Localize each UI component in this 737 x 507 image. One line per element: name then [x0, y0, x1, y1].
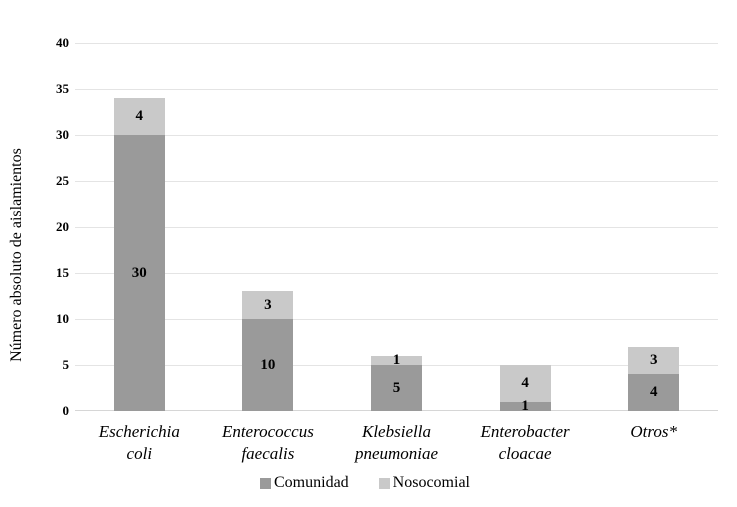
- y-tick-label: 25: [56, 173, 69, 188]
- legend-item-nosocomial: Nosocomial: [378, 474, 470, 492]
- category-label-line: Enterobacter: [480, 422, 570, 441]
- plot-area: 30 4 10 3 5 1 1 4 4 3: [75, 42, 718, 414]
- bar-segment-comunidad: 10: [242, 319, 294, 411]
- category-label-line: cloacae: [498, 444, 552, 463]
- y-tick-label: 0: [62, 403, 70, 418]
- segment-value-label: 4: [649, 384, 658, 401]
- bar-segment-comunidad: 1: [499, 397, 551, 414]
- category-label: Klebsiella pneumoniae: [332, 421, 461, 465]
- bar-segment-nosocomial: 1: [371, 351, 422, 368]
- legend-item-comunidad: Comunidad: [260, 474, 349, 492]
- y-tick-label: 15: [56, 265, 69, 280]
- segment-value-label: 3: [649, 351, 658, 368]
- segment-value-label: 30: [131, 264, 147, 281]
- y-tick-label: 40: [56, 35, 69, 50]
- segment-value-label: 10: [260, 356, 276, 373]
- segment-value-label: 4: [521, 374, 529, 391]
- bar-segment-nosocomial: 3: [628, 346, 680, 375]
- legend-swatch: [260, 477, 271, 489]
- legend-label: Comunidad: [274, 474, 349, 491]
- category-label-line: Escherichia: [98, 422, 180, 441]
- x-axis-category-labels: Escherichia coli Enterococcus faecalis Klebs…: [75, 421, 718, 465]
- segment-value-label: 3: [264, 296, 272, 313]
- legend: Comunidad Nosocomial: [0, 474, 730, 492]
- gridline: [75, 180, 718, 182]
- y-tick-label: 35: [56, 81, 69, 96]
- segment-value-label: 4: [135, 108, 144, 125]
- y-tick-label: 30: [56, 127, 69, 142]
- category-label-line: pneumoniae: [354, 444, 439, 463]
- bar-segment-nosocomial: 4: [499, 365, 551, 402]
- y-tick-label: 20: [56, 219, 69, 234]
- gridline: [75, 226, 718, 228]
- gridline: [75, 88, 718, 90]
- category-label: Enterobacter cloacae: [461, 421, 590, 465]
- gridline: [75, 318, 718, 320]
- category-label-line: Enterococcus: [221, 422, 314, 441]
- category-label-line: coli: [126, 444, 153, 463]
- legend-label: Nosocomial: [392, 474, 470, 491]
- category-label-line: Klebsiella: [362, 422, 431, 441]
- y-axis-title: Número absoluto de aislamientos: [8, 148, 25, 362]
- category-label-line: faecalis: [241, 444, 295, 463]
- bar-1: 30 4: [113, 98, 165, 411]
- category-label: Otros*: [589, 421, 718, 465]
- bar-segment-comunidad: 4: [628, 374, 680, 411]
- y-tick-label: 5: [62, 357, 70, 372]
- bar-segment-nosocomial: 3: [242, 291, 294, 319]
- bar-2: 10 3: [242, 291, 294, 411]
- category-label: Enterococcus faecalis: [204, 421, 333, 465]
- gridline: [75, 272, 718, 274]
- category-label: Escherichia coli: [75, 421, 204, 465]
- segment-value-label: 1: [392, 351, 401, 368]
- bar-segment-comunidad: 30: [113, 135, 165, 411]
- segment-value-label: 5: [392, 379, 401, 396]
- gridline: [75, 134, 718, 136]
- gridline: [75, 42, 718, 44]
- segment-value-label: 1: [521, 397, 529, 414]
- bar-segment-comunidad: 5: [371, 365, 422, 411]
- legend-swatch: [378, 477, 390, 489]
- category-label-line: Otros*: [630, 422, 677, 441]
- y-tick-label: 10: [56, 311, 69, 326]
- bar-segment-nosocomial: 4: [113, 98, 165, 135]
